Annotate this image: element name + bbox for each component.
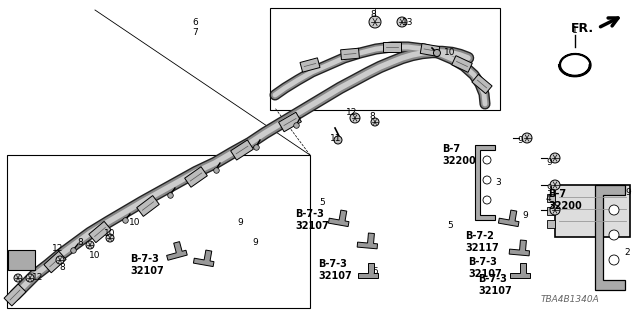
- Circle shape: [609, 230, 619, 240]
- Circle shape: [14, 274, 22, 282]
- Circle shape: [483, 196, 491, 204]
- Text: 12: 12: [346, 108, 358, 116]
- Text: B-7-3
32107: B-7-3 32107: [130, 254, 164, 276]
- Text: 9: 9: [546, 183, 552, 193]
- Text: 1: 1: [572, 26, 578, 35]
- Polygon shape: [137, 196, 159, 216]
- Text: B-7-3
32107: B-7-3 32107: [478, 274, 512, 296]
- Polygon shape: [358, 263, 378, 278]
- Polygon shape: [185, 167, 207, 187]
- Polygon shape: [452, 56, 472, 72]
- Text: 4: 4: [545, 194, 551, 203]
- Polygon shape: [340, 48, 360, 60]
- Polygon shape: [475, 145, 495, 220]
- Text: 6: 6: [192, 18, 198, 27]
- Circle shape: [433, 50, 440, 56]
- Text: 9: 9: [252, 237, 258, 246]
- Circle shape: [522, 133, 532, 143]
- Circle shape: [350, 113, 360, 123]
- Text: B-7
32200: B-7 32200: [442, 144, 476, 166]
- Text: B-7-3
32107: B-7-3 32107: [318, 259, 352, 281]
- Text: 9: 9: [522, 211, 528, 220]
- Text: 5: 5: [319, 197, 325, 206]
- Polygon shape: [595, 185, 625, 290]
- Polygon shape: [383, 42, 401, 52]
- Circle shape: [483, 156, 491, 164]
- Text: 10: 10: [89, 251, 100, 260]
- Polygon shape: [357, 233, 378, 249]
- Polygon shape: [499, 210, 519, 227]
- Text: 2: 2: [624, 247, 630, 257]
- Text: 8: 8: [59, 263, 65, 273]
- Bar: [555, 185, 630, 237]
- Polygon shape: [89, 221, 111, 243]
- Circle shape: [334, 136, 342, 144]
- Bar: [547, 207, 555, 215]
- Text: B-7-2
32117: B-7-2 32117: [465, 231, 499, 253]
- Polygon shape: [193, 250, 214, 267]
- Text: 10: 10: [104, 228, 116, 237]
- Text: 12: 12: [52, 244, 64, 252]
- Text: FR.: FR.: [571, 21, 594, 35]
- Text: 11: 11: [330, 133, 342, 142]
- Text: 8: 8: [369, 111, 375, 121]
- Circle shape: [550, 180, 560, 190]
- Text: 3: 3: [495, 178, 501, 187]
- Text: B-7-3
32107: B-7-3 32107: [468, 257, 502, 279]
- Circle shape: [550, 153, 560, 163]
- Bar: [547, 194, 555, 202]
- Polygon shape: [420, 44, 440, 57]
- Circle shape: [550, 205, 560, 215]
- Polygon shape: [166, 242, 188, 260]
- Text: 9: 9: [517, 135, 523, 145]
- Bar: [7, 155, 310, 308]
- Text: 12: 12: [32, 274, 44, 283]
- Text: 8: 8: [77, 237, 83, 246]
- Text: 8: 8: [370, 10, 376, 19]
- Polygon shape: [44, 251, 66, 273]
- Polygon shape: [472, 74, 492, 94]
- Polygon shape: [230, 140, 253, 160]
- Text: 7: 7: [192, 28, 198, 36]
- Text: 9: 9: [237, 218, 243, 227]
- Polygon shape: [8, 250, 35, 270]
- Polygon shape: [328, 210, 349, 227]
- Polygon shape: [509, 240, 529, 256]
- Circle shape: [397, 17, 407, 27]
- Polygon shape: [510, 263, 530, 278]
- Circle shape: [26, 274, 34, 282]
- Polygon shape: [300, 58, 320, 72]
- Circle shape: [609, 205, 619, 215]
- Bar: [270, 8, 500, 110]
- Circle shape: [369, 16, 381, 28]
- Text: B-7
32200: B-7 32200: [548, 189, 582, 211]
- Circle shape: [56, 256, 64, 264]
- Text: 10: 10: [444, 47, 456, 57]
- Circle shape: [106, 234, 114, 242]
- Circle shape: [371, 118, 379, 126]
- Text: 13: 13: [403, 18, 413, 27]
- Circle shape: [483, 176, 491, 184]
- Circle shape: [609, 255, 619, 265]
- Text: 9: 9: [546, 157, 552, 166]
- Text: 5: 5: [447, 220, 453, 229]
- Text: B-7-3
32107: B-7-3 32107: [295, 209, 329, 231]
- Text: TBA4B1340A: TBA4B1340A: [541, 295, 600, 305]
- Text: 5: 5: [372, 268, 378, 276]
- Text: 10: 10: [129, 218, 141, 227]
- Bar: [547, 220, 555, 228]
- Circle shape: [86, 241, 94, 249]
- Text: 9: 9: [625, 188, 631, 196]
- Polygon shape: [4, 284, 26, 306]
- Polygon shape: [278, 112, 301, 132]
